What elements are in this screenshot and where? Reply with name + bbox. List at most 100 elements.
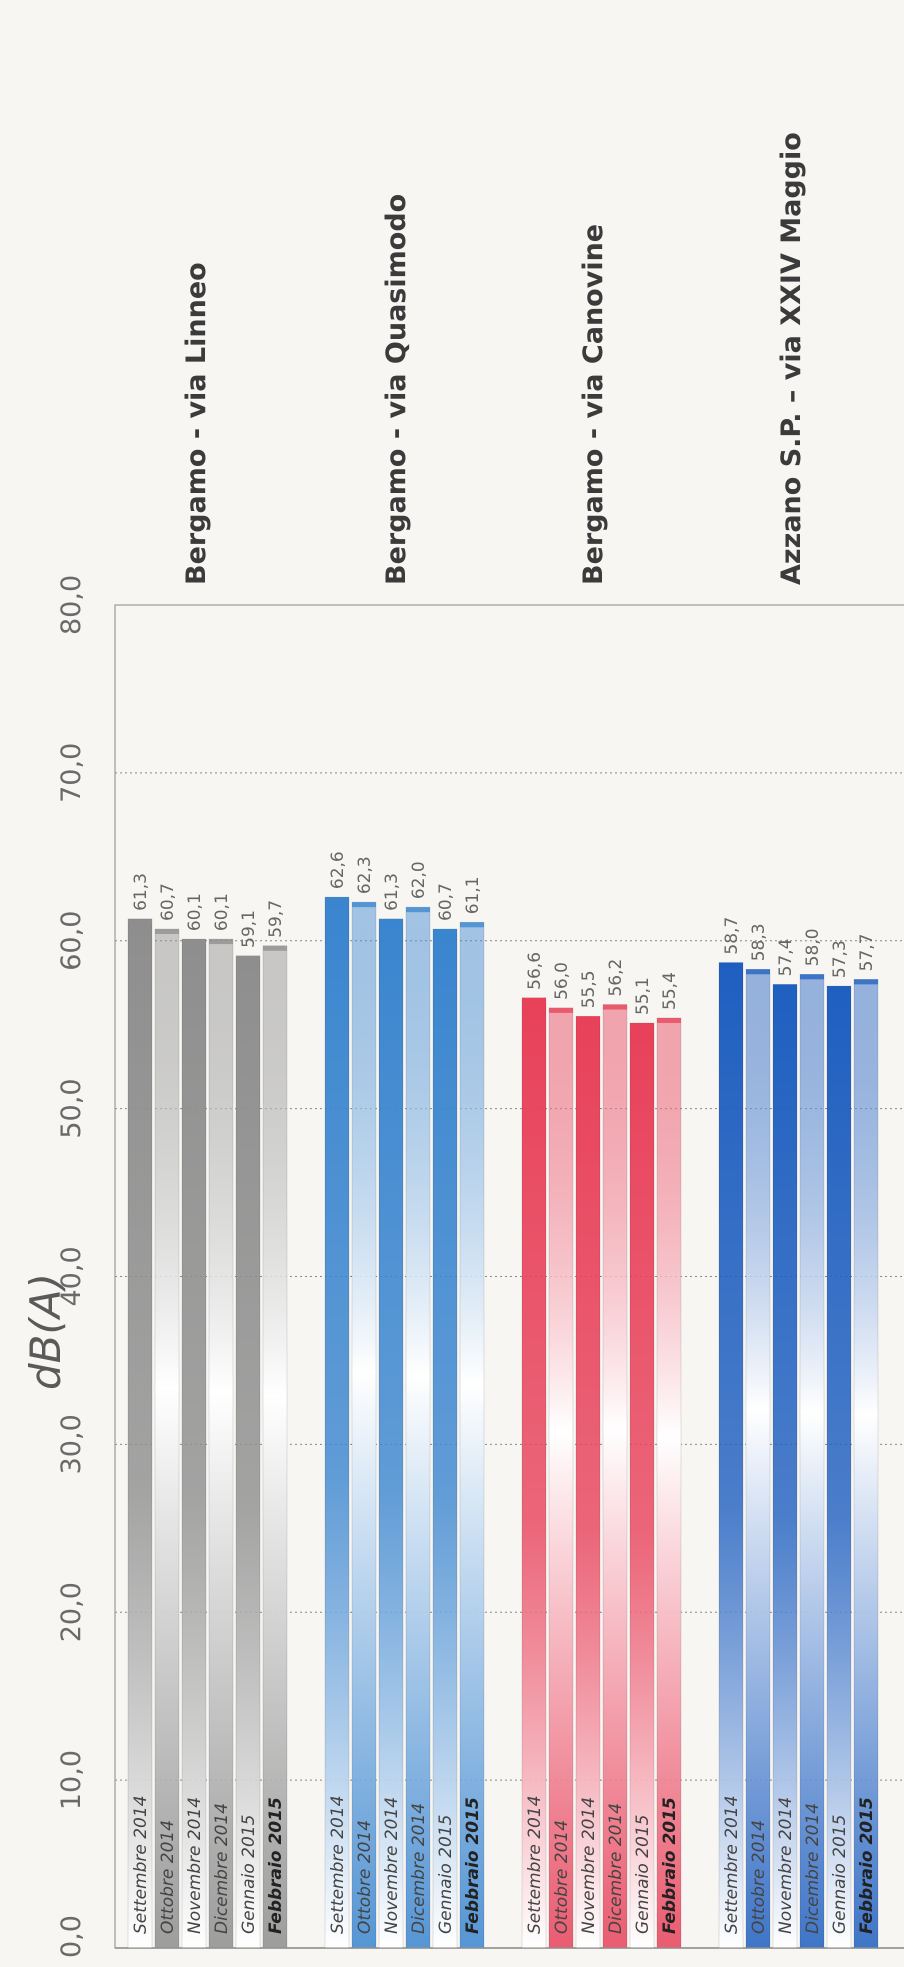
value-label: 57,4 (776, 939, 796, 977)
bar-cap (522, 997, 546, 1003)
value-label: 55,1 (633, 977, 653, 1015)
bar-cap (746, 969, 770, 975)
value-label: 59,1 (239, 910, 259, 948)
y-tick-label: 0,0 (56, 1915, 87, 1958)
bar (432, 928, 458, 1949)
value-label: 62,0 (409, 861, 429, 899)
bar-cap (352, 902, 376, 908)
bar (602, 1004, 628, 1949)
bar-cap (406, 907, 430, 913)
value-label: 55,4 (660, 972, 680, 1010)
bar (235, 955, 261, 1949)
category-label: Novembre 2014 (185, 1797, 205, 1934)
value-label: 61,3 (131, 873, 151, 911)
category-label: Novembre 2014 (382, 1797, 402, 1934)
value-label: 58,7 (722, 917, 742, 955)
bar (575, 1015, 601, 1949)
bar (548, 1007, 574, 1949)
value-label: 62,6 (328, 851, 348, 889)
group-title: Bergamo - via Canovine (578, 224, 609, 585)
bar-cap (155, 928, 179, 934)
bar (405, 906, 431, 1949)
bar-cap (719, 962, 743, 968)
bar-cap (630, 1023, 654, 1029)
bar (799, 974, 825, 1949)
bar (629, 1022, 655, 1949)
bar (378, 918, 404, 1949)
group-title: Bergamo - via Quasimodo (381, 194, 412, 585)
value-label: 58,3 (749, 923, 769, 961)
bar-cap (263, 945, 287, 951)
bar-cap (128, 918, 152, 924)
category-label: Settembre 2014 (131, 1795, 151, 1934)
bar (324, 896, 350, 1949)
category-label: Dicembre 2014 (409, 1803, 429, 1934)
category-label: Gennaio 2015 (239, 1815, 259, 1934)
y-tick-label: 50,0 (56, 1079, 87, 1139)
bar-cap (379, 918, 403, 924)
bar-cap (236, 955, 260, 961)
bar (521, 997, 547, 1949)
value-label: 56,0 (552, 962, 572, 1000)
bar-cap (209, 939, 233, 945)
category-label: Dicembre 2014 (606, 1803, 626, 1934)
bar-cap (182, 939, 206, 945)
value-label: 60,1 (212, 893, 232, 931)
group-title: Azzano S.P. – via XXIV Maggio (776, 132, 807, 585)
value-label: 62,3 (355, 856, 375, 894)
value-label: 60,1 (185, 893, 205, 931)
bar-cap (854, 979, 878, 985)
unit-label: dB(A) (21, 1273, 70, 1390)
value-label: 56,2 (606, 959, 626, 997)
y-tick-label: 80,0 (56, 575, 87, 635)
plot-frame (114, 604, 904, 1949)
category-label: Settembre 2014 (328, 1795, 348, 1934)
category-label: Febbraio 2015 (857, 1797, 877, 1934)
value-label: 58,0 (803, 928, 823, 966)
bar (656, 1017, 682, 1949)
value-label: 61,1 (463, 876, 483, 914)
value-label: 56,6 (525, 952, 545, 990)
bar (154, 928, 180, 1949)
value-label: 60,7 (158, 883, 178, 921)
category-label: Gennaio 2015 (436, 1815, 456, 1934)
category-label: Settembre 2014 (525, 1795, 545, 1934)
bar (745, 968, 771, 1949)
bar-cap (433, 928, 457, 934)
category-label: Gennaio 2015 (633, 1815, 653, 1934)
bar-cap (773, 984, 797, 990)
bar (826, 985, 852, 1949)
category-label: Novembre 2014 (776, 1797, 796, 1934)
y-tick-label: 60,0 (56, 911, 87, 971)
bar-cap (549, 1007, 573, 1013)
value-label: 57,3 (830, 940, 850, 978)
category-label: Gennaio 2015 (830, 1815, 850, 1934)
group-titles: Bergamo - via Linneo Bergamo - via Quasim… (181, 132, 807, 585)
bar (351, 901, 377, 1949)
y-tick-label: 70,0 (56, 743, 87, 803)
bar (208, 938, 234, 1949)
value-label: 55,5 (579, 970, 599, 1008)
category-label: Ottobre 2014 (355, 1820, 375, 1934)
category-label: Ottobre 2014 (552, 1820, 572, 1934)
bars: Settembre 2014 61,3 Ottobre 2014 60,7 Novemb… (127, 851, 879, 1949)
bar-cap (603, 1004, 627, 1010)
bar-cap (827, 986, 851, 992)
category-label: Febbraio 2015 (660, 1797, 680, 1934)
bar (718, 962, 744, 1949)
value-label: 61,3 (382, 873, 402, 911)
category-label: Dicembre 2014 (803, 1803, 823, 1934)
bar-cap (325, 897, 349, 903)
y-tick-label: 20,0 (56, 1582, 87, 1642)
group-title: Bergamo - via Linneo (181, 262, 212, 585)
category-label: Ottobre 2014 (749, 1820, 769, 1934)
y-tick-label: 30,0 (56, 1414, 87, 1474)
y-tick-label: 10,0 (56, 1750, 87, 1810)
bar (127, 918, 153, 1949)
bar-cap (657, 1017, 681, 1023)
y-tick-label: 40,0 (56, 1246, 87, 1306)
bar-cap (800, 974, 824, 980)
category-label: Dicembre 2014 (212, 1803, 232, 1934)
category-label: Novembre 2014 (579, 1797, 599, 1934)
